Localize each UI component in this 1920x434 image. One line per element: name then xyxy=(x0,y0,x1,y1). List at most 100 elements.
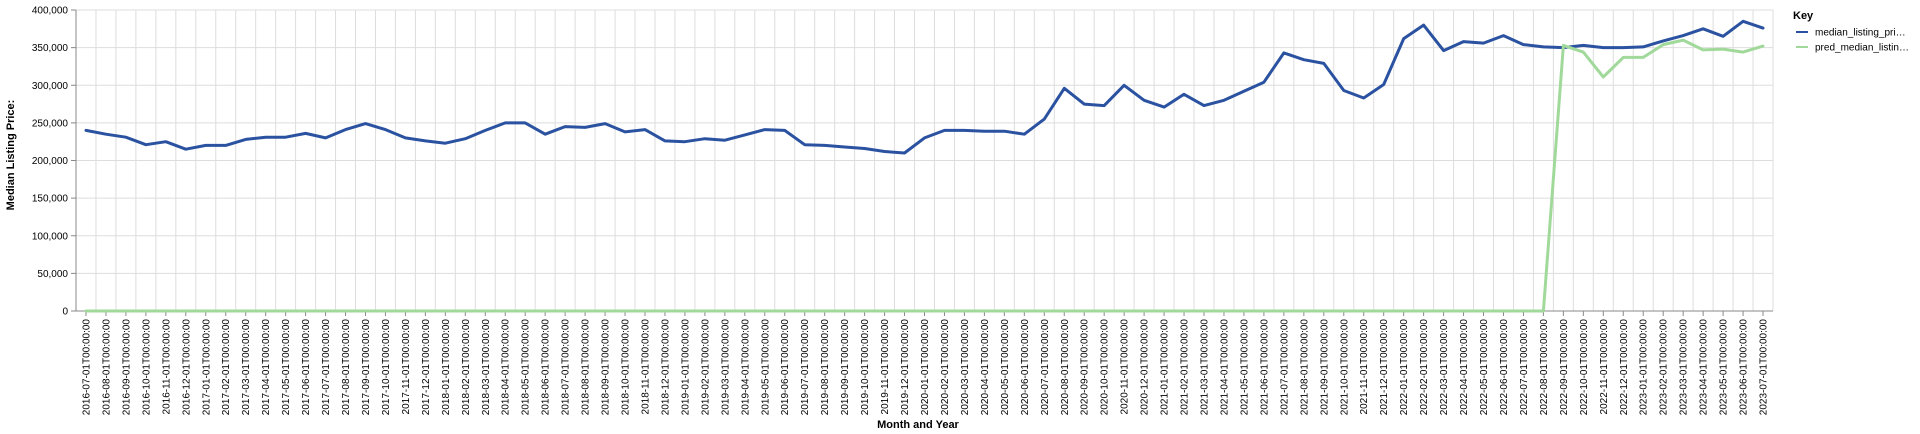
x-tick-label: 2018-05-01T00:00:00 xyxy=(521,319,532,416)
x-tick-label: 2019-09-01T00:00:00 xyxy=(840,319,851,416)
x-tick-label: 2017-12-01T00:00:00 xyxy=(421,319,432,416)
x-tick-label: 2019-02-01T00:00:00 xyxy=(700,319,711,416)
y-tick-label: 150,000 xyxy=(32,194,69,205)
x-tick-label: 2023-02-01T00:00:00 xyxy=(1659,319,1670,416)
x-tick-label: 2022-12-01T00:00:00 xyxy=(1619,319,1630,416)
x-tick-label: 2019-04-01T00:00:00 xyxy=(740,319,751,416)
x-tick-label: 2022-04-01T00:00:00 xyxy=(1459,319,1470,416)
x-tick-label: 2023-05-01T00:00:00 xyxy=(1719,319,1730,416)
series-line-1 xyxy=(84,19,1765,155)
x-tick-label: 2023-04-01T00:00:00 xyxy=(1699,319,1710,416)
x-tick-label: 2018-09-01T00:00:00 xyxy=(601,319,612,416)
x-tick-label: 2017-11-01T00:00:00 xyxy=(401,319,412,415)
x-tick-label: 2019-01-01T00:00:00 xyxy=(680,319,691,416)
x-axis-title: Month and Year xyxy=(877,419,959,431)
x-tick-label: 2017-03-01T00:00:00 xyxy=(241,319,252,416)
x-tick-label: 2022-09-01T00:00:00 xyxy=(1559,319,1570,416)
x-tick-label: 2019-11-01T00:00:00 xyxy=(880,319,891,415)
x-tick-label: 2020-01-01T00:00:00 xyxy=(920,319,931,416)
x-tick-label: 2018-03-01T00:00:00 xyxy=(481,319,492,416)
x-tick-label: 2022-06-01T00:00:00 xyxy=(1499,319,1510,416)
x-tick-label: 2023-07-01T00:00:00 xyxy=(1759,319,1770,416)
y-axis-title: Median Listing Price: xyxy=(5,100,17,211)
x-tick-label: 2016-10-01T00:00:00 xyxy=(141,319,152,416)
x-tick-label: 2017-05-01T00:00:00 xyxy=(281,319,292,416)
legend: Key median_listing_pri… pred_median_listi… xyxy=(1793,10,1909,54)
x-tick-label: 2017-01-01T00:00:00 xyxy=(201,319,212,416)
x-tick-label: 2019-03-01T00:00:00 xyxy=(720,319,731,416)
x-tick-label: 2021-09-01T00:00:00 xyxy=(1319,319,1330,416)
x-tick-label: 2020-02-01T00:00:00 xyxy=(940,319,951,416)
x-tick-label: 2020-08-01T00:00:00 xyxy=(1060,319,1071,416)
x-tick-label: 2019-07-01T00:00:00 xyxy=(800,319,811,416)
x-tick-label: 2022-11-01T00:00:00 xyxy=(1599,319,1610,415)
x-tick-label: 2023-01-01T00:00:00 xyxy=(1639,319,1650,416)
series-line-2 xyxy=(84,38,1765,313)
x-tick-label: 2018-07-01T00:00:00 xyxy=(561,319,572,416)
x-tick-label: 2021-07-01T00:00:00 xyxy=(1279,319,1290,416)
x-tick-label: 2023-06-01T00:00:00 xyxy=(1739,319,1750,416)
y-tick-label: 0 xyxy=(62,307,68,318)
x-tick-label: 2019-10-01T00:00:00 xyxy=(860,319,871,416)
x-tick-label: 2018-01-01T00:00:00 xyxy=(441,319,452,416)
x-tick-label: 2020-04-01T00:00:00 xyxy=(980,319,991,416)
y-tick-label: 350,000 xyxy=(32,43,69,54)
x-tick-label: 2018-08-01T00:00:00 xyxy=(581,319,592,416)
x-tick-label: 2020-05-01T00:00:00 xyxy=(1000,319,1011,416)
x-tick-label: 2017-06-01T00:00:00 xyxy=(301,319,312,416)
x-tick-label: 2023-03-01T00:00:00 xyxy=(1679,319,1690,416)
x-tick-label: 2019-08-01T00:00:00 xyxy=(820,319,831,416)
x-tick-label: 2018-10-01T00:00:00 xyxy=(621,319,632,416)
x-tick-label: 2021-02-01T00:00:00 xyxy=(1180,319,1191,416)
x-tick-label: 2017-04-01T00:00:00 xyxy=(261,319,272,416)
x-tick-label: 2019-05-01T00:00:00 xyxy=(760,319,771,416)
x-tick-label: 2022-05-01T00:00:00 xyxy=(1479,319,1490,416)
x-tick-label: 2021-06-01T00:00:00 xyxy=(1259,319,1270,416)
y-tick-label: 200,000 xyxy=(32,156,69,167)
y-tick-label: 50,000 xyxy=(37,269,68,280)
x-tick-label: 2021-03-01T00:00:00 xyxy=(1200,319,1211,416)
x-tick-label: 2018-06-01T00:00:00 xyxy=(541,319,552,416)
x-tick-label: 2016-11-01T00:00:00 xyxy=(161,319,172,415)
x-tick-label: 2017-09-01T00:00:00 xyxy=(361,319,372,416)
y-tick-label: 250,000 xyxy=(32,118,69,129)
y-tick-label: 100,000 xyxy=(32,231,69,242)
x-axis: 2016-07-01T00:00:00 2016-08-01T00:00:00 20… xyxy=(76,310,1773,416)
x-tick-label: 2020-09-01T00:00:00 xyxy=(1080,319,1091,416)
legend-label: median_listing_pri… xyxy=(1815,28,1906,39)
x-tick-label: 2020-10-01T00:00:00 xyxy=(1100,319,1111,416)
x-tick-label: 2016-09-01T00:00:00 xyxy=(121,319,132,416)
x-tick-label: 2021-01-01T00:00:00 xyxy=(1160,319,1171,416)
x-tick-label: 2022-10-01T00:00:00 xyxy=(1579,319,1590,416)
y-tick-label: 300,000 xyxy=(32,81,69,92)
legend-title: Key xyxy=(1793,10,1814,22)
y-axis: 0 50,000 100,000 150,000 200,000 250,000 300,0… xyxy=(32,6,77,318)
x-tick-label: 2018-12-01T00:00:00 xyxy=(660,319,671,416)
x-tick-label: 2021-11-01T00:00:00 xyxy=(1359,319,1370,415)
x-tick-label: 2022-08-01T00:00:00 xyxy=(1539,319,1550,416)
series-lines xyxy=(84,19,1765,313)
legend-label: pred_median_listin… xyxy=(1815,43,1909,54)
y-tick-label: 400,000 xyxy=(32,6,69,17)
x-tick-label: 2022-01-01T00:00:00 xyxy=(1399,319,1410,416)
x-tick-label: 2017-10-01T00:00:00 xyxy=(381,319,392,416)
x-tick-label: 2018-04-01T00:00:00 xyxy=(501,319,512,416)
x-tick-label: 2020-06-01T00:00:00 xyxy=(1020,319,1031,416)
x-tick-label: 2021-05-01T00:00:00 xyxy=(1239,319,1250,416)
x-tick-label: 2017-07-01T00:00:00 xyxy=(321,319,332,416)
x-tick-label: 2016-08-01T00:00:00 xyxy=(101,319,112,416)
x-tick-label: 2016-12-01T00:00:00 xyxy=(181,319,192,416)
x-tick-label: 2018-11-01T00:00:00 xyxy=(640,319,651,415)
x-tick-label: 2017-02-01T00:00:00 xyxy=(221,319,232,416)
grid-lines xyxy=(75,9,1774,312)
x-tick-label: 2020-12-01T00:00:00 xyxy=(1140,319,1151,416)
x-tick-label: 2019-12-01T00:00:00 xyxy=(900,319,911,416)
x-tick-label: 2021-04-01T00:00:00 xyxy=(1219,319,1230,416)
x-tick-label: 2017-08-01T00:00:00 xyxy=(341,319,352,416)
x-tick-label: 2021-08-01T00:00:00 xyxy=(1299,319,1310,416)
x-tick-label: 2022-03-01T00:00:00 xyxy=(1439,319,1450,416)
x-tick-label: 2022-07-01T00:00:00 xyxy=(1519,319,1530,416)
x-tick-label: 2021-10-01T00:00:00 xyxy=(1339,319,1350,416)
x-tick-label: 2020-11-01T00:00:00 xyxy=(1120,319,1131,415)
